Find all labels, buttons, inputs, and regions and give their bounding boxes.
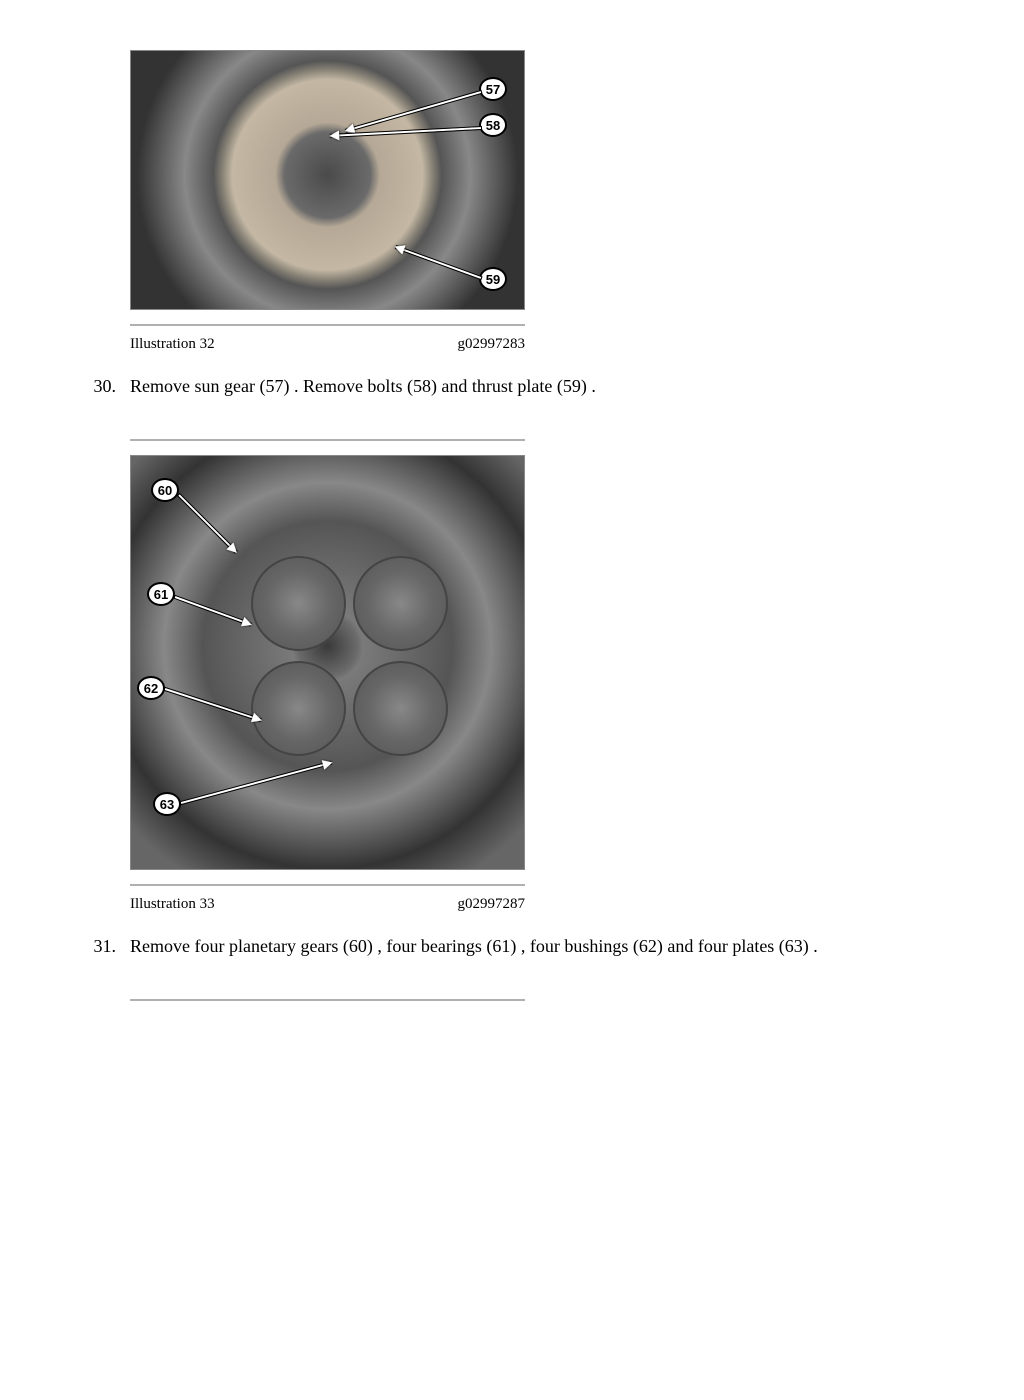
figure-32-block: 57 58 59 Illustration 32 g02997283 [130,50,944,353]
divider [130,324,525,326]
mech-photo-bg [131,456,524,869]
step-text: Remove four planetary gears (60) , four … [130,933,944,959]
step-number: 31. [80,933,130,959]
divider [130,884,525,886]
trailing-block [130,999,944,1001]
planetary-gear [353,556,448,651]
callout-62: 62 [137,676,165,700]
callout-58: 58 [479,113,507,137]
planetary-gear [251,661,346,756]
illustration-label: Illustration 33 [130,896,215,913]
illustration-32-image: 57 58 59 [130,50,525,310]
caption-row-33: Illustration 33 g02997287 [130,896,525,913]
callout-63: 63 [153,792,181,816]
figure-33-block: 60 61 62 63 Illustration 33 g02997287 [130,439,944,913]
step-31: 31. Remove four planetary gears (60) , f… [80,933,944,959]
step-text: Remove sun gear (57) . Remove bolts (58)… [130,373,944,399]
divider [130,999,525,1001]
step-number: 30. [80,373,130,399]
illustration-label: Illustration 32 [130,336,215,353]
illustration-id: g02997283 [458,336,526,353]
callout-61: 61 [147,582,175,606]
callout-60: 60 [151,478,179,502]
caption-row-32: Illustration 32 g02997283 [130,336,525,353]
divider [130,439,525,441]
illustration-33-image: 60 61 62 63 [130,455,525,870]
planetary-gear [353,661,448,756]
illustration-id: g02997287 [458,896,526,913]
callout-59: 59 [479,267,507,291]
callout-57: 57 [479,77,507,101]
planetary-gear [251,556,346,651]
step-30: 30. Remove sun gear (57) . Remove bolts … [80,373,944,399]
